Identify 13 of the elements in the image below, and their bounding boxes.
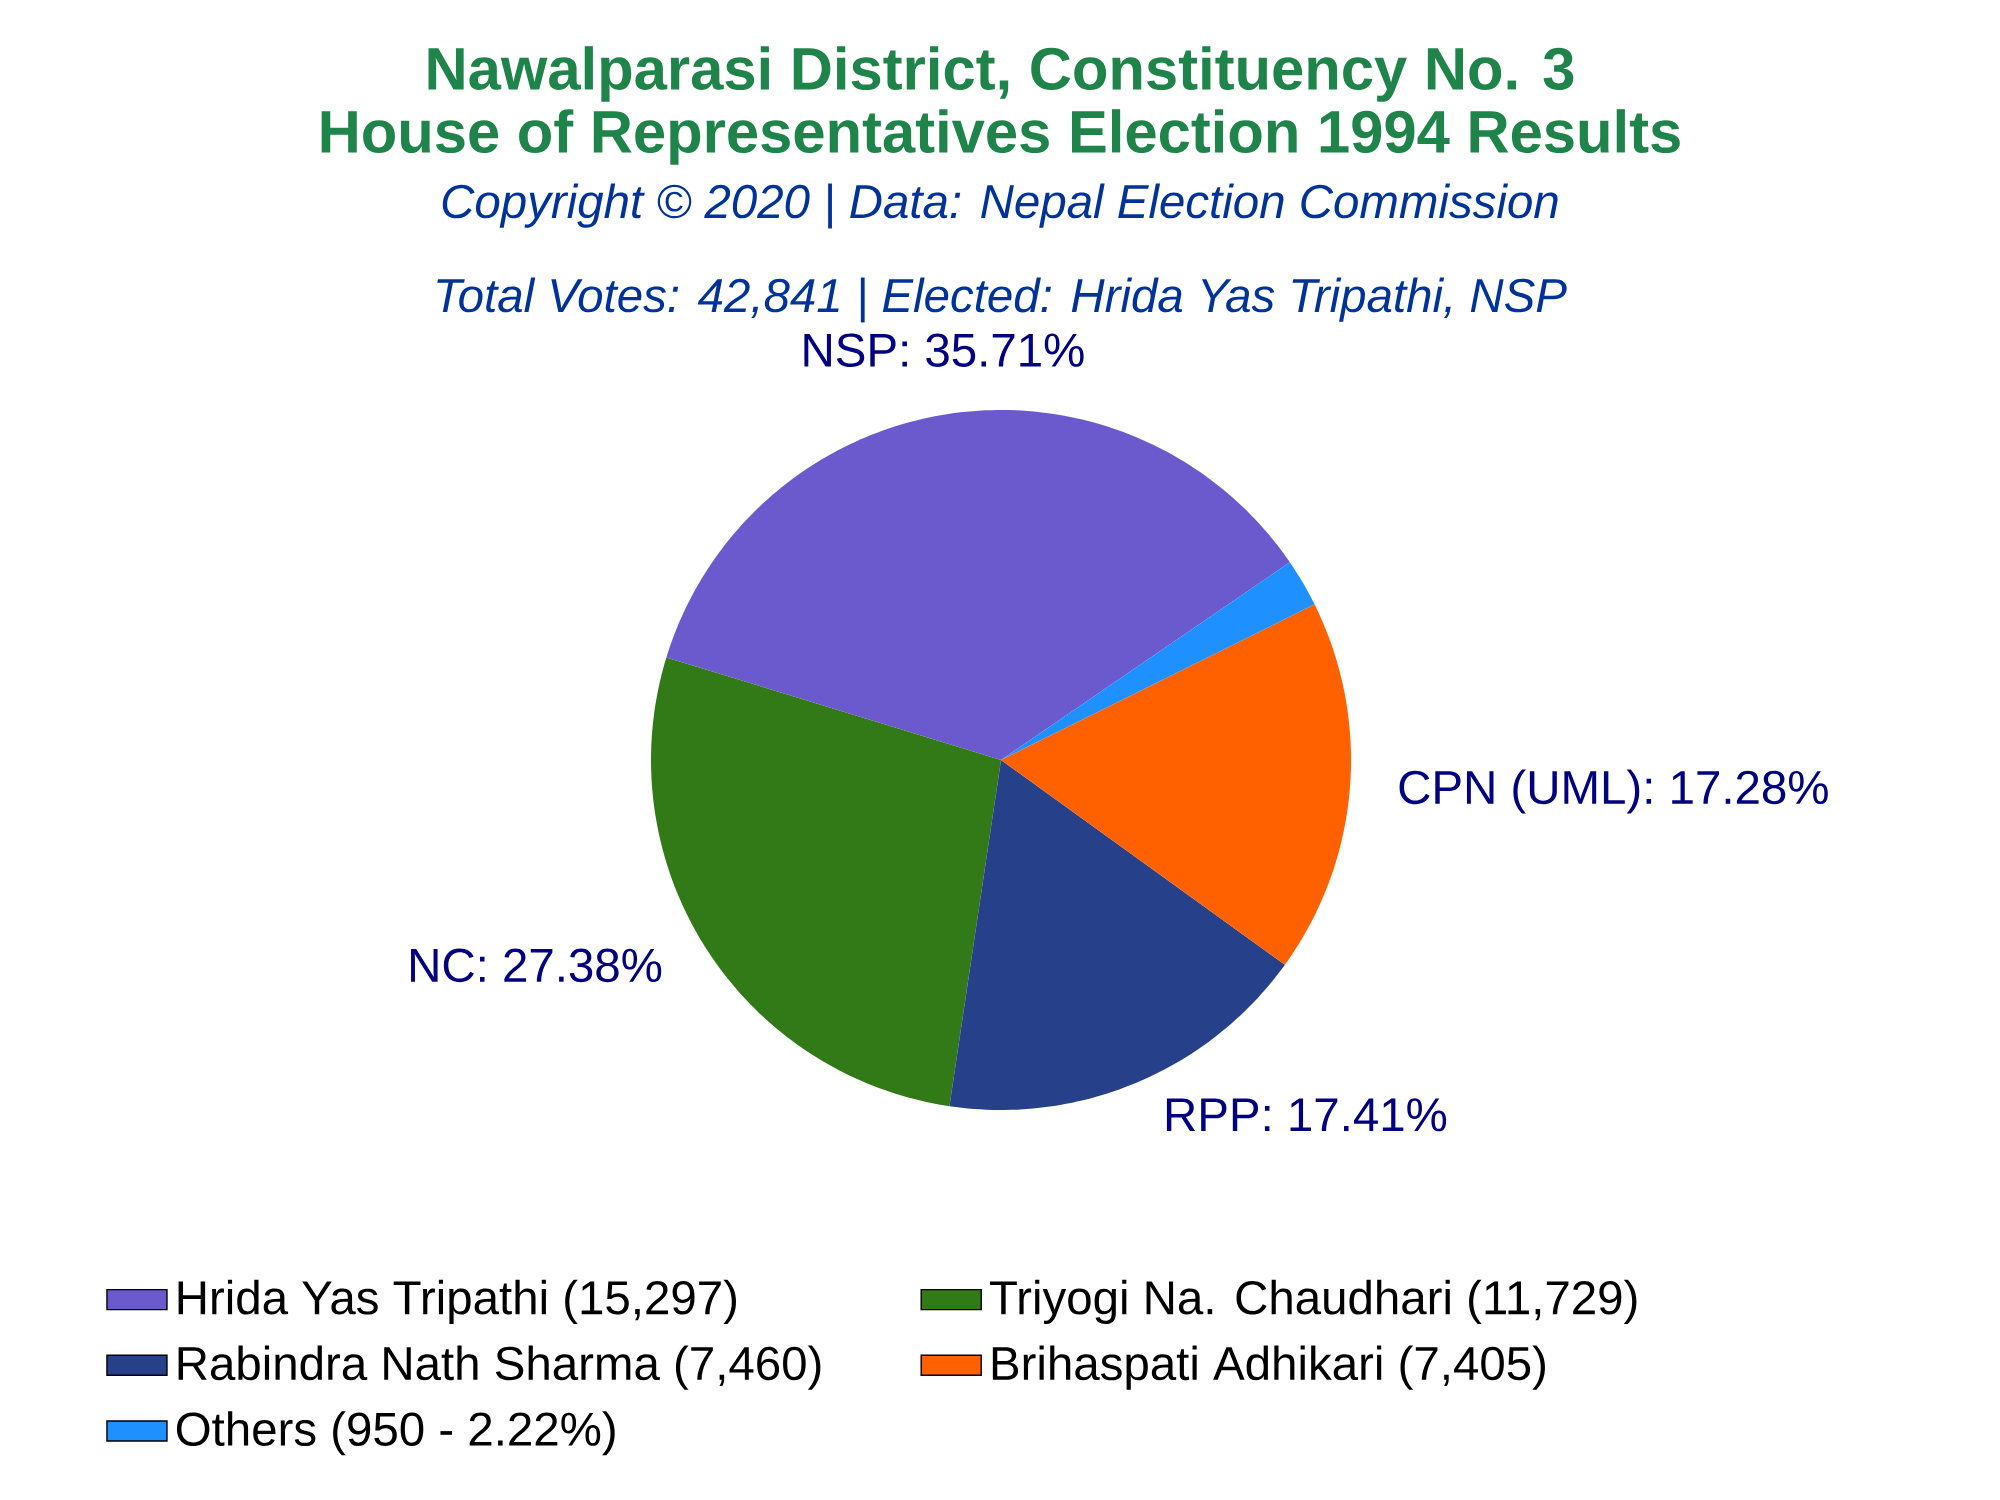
text: Copyright © 2020 | Data: Nepal Election Commission [442,183,1558,229]
chart-title: Nawalparasi District, Constituency No. 3 [428,46,1574,102]
text: Total Votes: 42,841 | Elected: Hrida Yas Tripathi, NSP [437,277,1567,323]
legend-label: Brihaspati Adhikari (7,405) [992,1345,1545,1390]
legend-label: Triyogi Na. Chaudhari (11,729) [989,1279,1637,1325]
legend-label: Rabindra Nath Sharma (7,460) [178,1345,821,1390]
chart-subtitle: House of Representatives Election 1994 Results [321,109,1680,165]
legend-label: Others (950 - 2.22%) [176,1411,615,1456]
data-label: RPP: 17.41% [1166,1098,1447,1132]
data-label: NC: 27.38% [411,948,662,983]
data-label: CPN (UML): 17.28% [1399,769,1828,814]
data-label: NSP: 35.71% [804,333,1084,367]
legend-label: Hrida Yas Tripathi (15,297) [178,1279,736,1325]
